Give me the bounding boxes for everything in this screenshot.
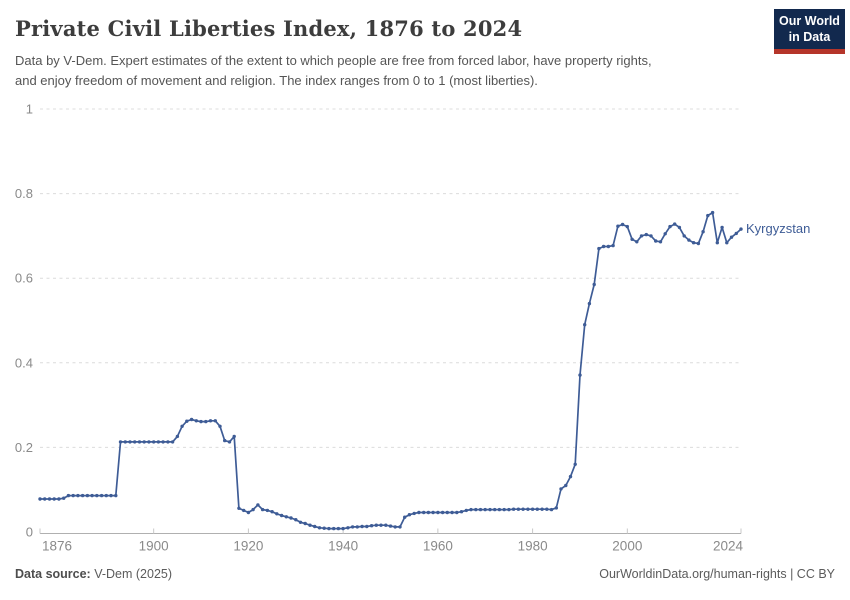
page-title: Private Civil Liberties Index, 1876 to 2… — [15, 16, 523, 41]
y-tick-label: 0.4 — [15, 355, 33, 370]
x-axis — [39, 528, 742, 534]
y-axis-labels: 0 0.2 0.4 0.6 0.8 1 — [15, 102, 33, 540]
data-source-label: Data source: — [15, 567, 91, 581]
owid-logo-line-1: Our World — [779, 14, 840, 28]
x-axis-labels: 1876 1900 1920 1940 1960 1980 2000 2024 — [42, 539, 743, 554]
owid-logo-line-2: in Data — [788, 29, 831, 44]
x-tick-label: 2024 — [713, 539, 744, 554]
x-tick-label: 1940 — [328, 539, 358, 554]
data-source-value: V-Dem (2025) — [90, 567, 173, 581]
chart-footer: Data source: V-Dem (2025) OurWorldinData… — [15, 567, 835, 581]
series-end-label: Kyrgyzstan — [746, 221, 810, 236]
subtitle-line-2: and enjoy freedom of movement and religi… — [15, 72, 538, 88]
x-tick-label: 1876 — [42, 539, 72, 554]
data-source-note: Data source: V-Dem (2025) — [15, 567, 172, 581]
y-tick-label: 0.8 — [15, 186, 33, 201]
footer-right: OurWorldinData.org/human-rights | CC BY — [599, 567, 835, 581]
x-tick-label: 1980 — [518, 539, 548, 554]
subtitle-line-1: Data by V-Dem. Expert estimates of the e… — [15, 53, 652, 68]
license-link[interactable]: CC BY — [796, 567, 835, 581]
chart-subtitle: Data by V-Dem. Expert estimates of the e… — [15, 51, 785, 90]
y-gridlines — [40, 108, 741, 448]
data-points[interactable] — [38, 210, 743, 531]
x-tick-label: 2000 — [612, 539, 642, 554]
x-tick-label: 1960 — [423, 539, 453, 554]
owid-logo[interactable]: Our World in Data — [774, 9, 845, 54]
x-tick-label: 1900 — [139, 539, 169, 554]
y-tick-label: 1 — [26, 102, 33, 117]
owid-url-link[interactable]: OurWorldinData.org/human-rights — [599, 567, 787, 581]
footer-separator: | — [786, 567, 797, 581]
data-line[interactable] — [39, 211, 742, 530]
x-tick-label: 1920 — [233, 539, 263, 554]
y-tick-label: 0 — [26, 525, 33, 540]
y-tick-label: 0.2 — [15, 440, 33, 455]
y-tick-label: 0.6 — [15, 271, 33, 286]
